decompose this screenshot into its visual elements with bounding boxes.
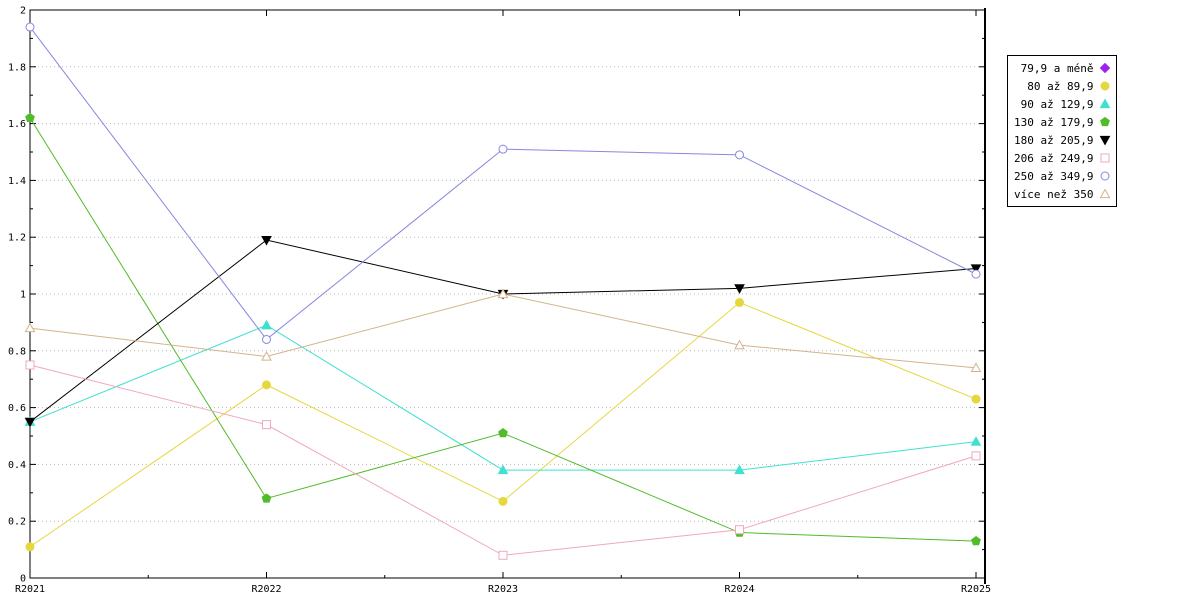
legend-marker-icon [1100,188,1111,199]
series-marker [261,319,272,330]
legend-item-1: 80 až 89,9 [1014,77,1112,95]
legend-item-3: 130 až 179,9 [1014,113,1112,131]
series-3 [25,112,981,546]
legend-item-label: 250 až 349,9 [1014,169,1094,183]
legend-marker-icon [1100,171,1110,181]
legend-item-4: 180 až 205,9 [1014,131,1112,149]
x-axis-tick-label: R2021 [15,584,45,595]
series-6 [25,22,981,344]
series-line [29,301,977,548]
y-axis-tick-label: 0.6 [8,403,26,414]
y-axis-tick-label: 1.2 [8,233,26,244]
series-marker [25,112,35,123]
y-axis-tick-label: 1.4 [8,176,26,187]
series-marker [262,420,271,430]
filled-triangle-down-icon [1100,135,1111,146]
series-marker [24,322,36,333]
legend-marker-icon [1100,98,1111,109]
legend-marker-icon [1100,116,1111,127]
open-square-icon [1100,153,1110,163]
series-marker [970,264,982,274]
series-marker [735,298,744,308]
filled-circle-icon [1100,81,1110,91]
series-marker [970,436,982,446]
legend-marker-icon [1100,62,1111,74]
series-marker [25,22,35,32]
y-axis-tick-label: 0 [20,574,26,585]
legend-item-label: 206 až 249,9 [1014,151,1094,165]
legend-item-label: 79,9 a méně [1020,61,1094,75]
series-line [29,117,977,542]
chart-legend: 79,9 a méně 80 až 89,9 90 až 129,9 130 až 1… [1007,55,1118,207]
legend-item-label: 180 až 205,9 [1014,133,1094,147]
series-marker [261,493,272,503]
legend-item-label: více než 350 [1014,187,1094,201]
series-marker [498,550,508,560]
legend-item-5: 206 až 249,9 [1014,149,1112,167]
y-axis-tick-label: 0.8 [8,346,26,357]
series-marker [262,380,271,390]
series-marker [261,350,272,361]
y-axis-tick-label: 1 [20,290,26,301]
x-axis-tick-label: R2023 [488,584,518,595]
legend-item-0: 79,9 a méně [1014,59,1112,77]
filled-triangle-up-icon [1100,98,1111,109]
series-marker [735,525,744,535]
series-marker [734,284,745,294]
y-axis-tick-label: 1.8 [8,62,26,73]
series-2 [24,319,982,475]
series-marker [262,334,271,344]
legend-marker-icon [1100,153,1110,163]
y-axis-tick-label: 0.4 [8,460,26,471]
series-marker [971,394,981,404]
series-marker [25,542,35,552]
series-marker [25,360,35,370]
series-5 [25,360,981,560]
legend-item-label: 130 až 179,9 [1014,115,1094,129]
series-7 [24,288,982,372]
series-marker [970,362,982,372]
series-line [29,239,977,423]
series-marker [735,150,744,160]
open-triangle-up-icon [1100,188,1111,199]
legend-item-label: 80 až 89,9 [1027,79,1094,93]
series-marker [261,235,272,246]
x-axis-tick-label: R2024 [724,584,754,595]
filled-pentagon-icon [1100,116,1111,127]
legend-item-6: 250 až 349,9 [1014,167,1112,185]
series-4 [24,235,982,428]
legend-marker-icon [1100,135,1111,146]
series-marker [971,269,981,279]
series-marker [498,428,508,438]
series-marker [734,464,745,475]
y-axis-tick-label: 2 [20,6,26,17]
series-1 [25,298,981,552]
series-marker [497,464,509,475]
series-marker [971,535,981,546]
x-axis-tick-label: R2025 [961,584,991,595]
series-marker [24,417,36,428]
series-marker [497,288,509,299]
series-line [29,293,977,369]
series-line [29,364,977,556]
legend-item-2: 90 až 129,9 [1014,95,1112,113]
x-axis-tick-label: R2022 [251,584,281,595]
legend-item-7: více než 350 [1014,185,1112,203]
y-axis-tick-label: 1.6 [8,119,26,130]
series-marker [734,339,745,350]
legend-item-label: 90 až 129,9 [1020,97,1094,111]
series-marker [498,144,508,154]
filled-diamond-icon [1100,62,1111,74]
y-axis-tick-label: 0.2 [8,517,26,528]
series-marker [971,451,981,461]
legend-marker-icon [1100,81,1110,91]
series-marker [498,496,508,506]
open-circle-icon [1100,171,1110,181]
